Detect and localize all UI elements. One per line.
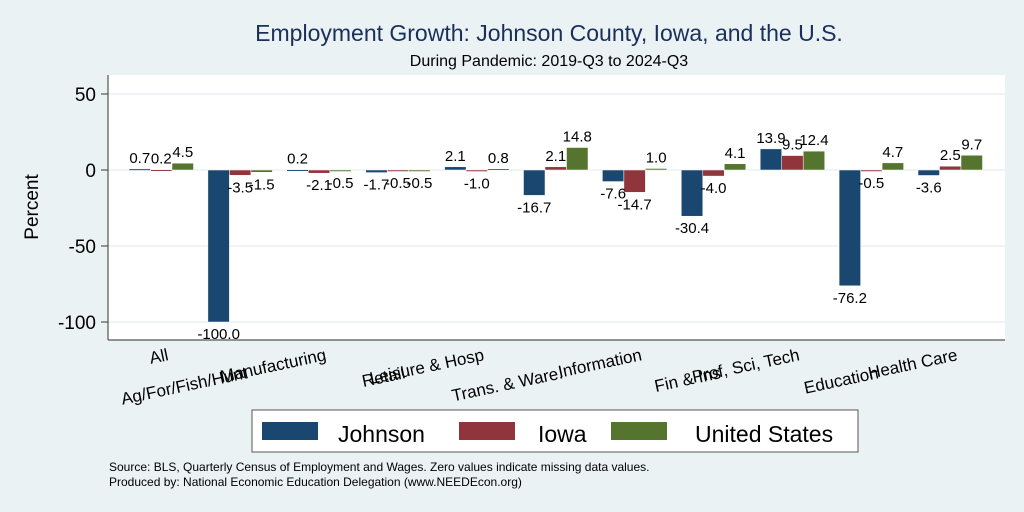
legend-box [251,409,859,453]
value-label: -0.5 [328,175,354,192]
legend-swatch-johnson [262,422,318,440]
bar-iowa [150,169,173,172]
y-axis-title: Percent [22,174,43,240]
value-label: -1.5 [249,176,275,193]
bar-johnson [523,169,546,196]
value-label: 14.8 [563,129,592,146]
value-label: 2.1 [445,148,466,165]
value-label: -3.5 [227,179,253,196]
value-label: -30.4 [675,220,709,237]
bar-johnson [759,148,782,171]
bar-johnson [207,169,230,323]
value-label: -4.0 [701,180,727,197]
legend-label-iowa: Iowa [538,421,587,447]
bar-iowa [308,169,331,174]
y-ticks: 50 0 -50 -100 [58,85,108,334]
legend: Johnson Iowa United States [251,409,859,453]
bar-iowa [623,169,646,193]
value-label: -76.2 [833,290,867,307]
bar-iowa [939,165,962,171]
bar-johnson [917,169,940,176]
bar-johnson [286,169,309,172]
value-label: -7.6 [600,186,626,203]
legend-label-johnson: Johnson [338,421,425,447]
category-label: Health Care [866,345,959,382]
value-label: -16.7 [517,199,551,216]
bar-johnson [365,169,388,173]
bar-iowa [386,169,409,172]
bar-iowa [465,169,488,172]
category-label: Information [556,345,643,381]
bar-united-states [329,169,352,172]
category-label: Trans. & Ware. [450,363,565,405]
value-label: -14.7 [618,196,652,213]
value-label: 0.2 [151,151,172,168]
value-label: -0.5 [385,175,411,192]
value-label: 0.2 [287,151,308,168]
y-tick-label: 50 [75,85,96,106]
chart-title: Employment Growth: Johnson County, Iowa,… [255,20,843,46]
value-label: -1.7 [364,177,390,194]
source-note: Source: BLS, Quarterly Census of Employm… [109,460,649,474]
bar-iowa [860,169,883,172]
plot-area [108,75,1005,340]
bar-iowa [229,169,252,176]
bar-united-states [566,147,589,171]
value-label: 9.7 [961,136,982,153]
bar-united-states [960,155,983,171]
value-label: 12.4 [799,132,828,149]
value-label: 4.1 [725,145,746,162]
value-label: -3.6 [916,179,942,196]
y-tick-label: -100 [58,313,96,334]
value-label: -1.0 [464,176,490,193]
value-label: 2.1 [545,148,566,165]
bar-johnson [838,169,861,287]
bar-johnson [128,168,151,171]
value-label: -0.5 [858,175,884,192]
value-label: 4.5 [172,144,193,161]
value-label: -0.5 [407,175,433,192]
value-label: 0.7 [129,150,150,167]
value-label: 0.8 [488,150,509,167]
bar-united-states [171,162,194,171]
bar-united-states [487,168,510,171]
chart-subtitle: During Pandemic: 2019-Q3 to 2024-Q3 [410,53,688,70]
bar-united-states [645,168,668,171]
value-label: 9.5 [782,137,803,154]
category-label: Prof, Sci, Tech [690,345,801,386]
category-label: All [148,345,170,368]
bar-united-states [802,150,825,171]
value-label: -100.0 [197,326,240,343]
produced-by-note: Produced by: National Economic Education… [109,475,522,489]
bar-united-states [724,163,747,171]
bar-united-states [881,162,904,171]
bar-johnson [444,166,467,171]
legend-swatch-us [611,422,667,440]
value-label: 4.7 [882,144,903,161]
value-labels: 0.7 0.2 4.5-100.0-3.5-1.50.2-2.1-0.5 -1.7-0… [129,129,982,343]
legend-swatch-iowa [459,422,515,440]
category-label: Manufacturing [219,345,328,386]
bar-iowa [702,169,725,177]
category-label: Leisure & Hosp [368,345,486,388]
bars [128,147,983,323]
bar-iowa [781,155,804,171]
bar-united-states [250,169,273,173]
value-label: 2.5 [940,147,961,164]
value-label: 13.9 [756,130,785,147]
value-label: 1.0 [646,149,667,166]
y-tick-label: 0 [85,161,96,182]
bar-united-states [408,169,431,172]
value-label: -2.1 [306,177,332,194]
bar-johnson [602,169,625,182]
bar-johnson [681,169,704,217]
bar-iowa [544,166,567,171]
y-tick-label: -50 [69,237,96,258]
legend-label-us: United States [695,421,833,447]
